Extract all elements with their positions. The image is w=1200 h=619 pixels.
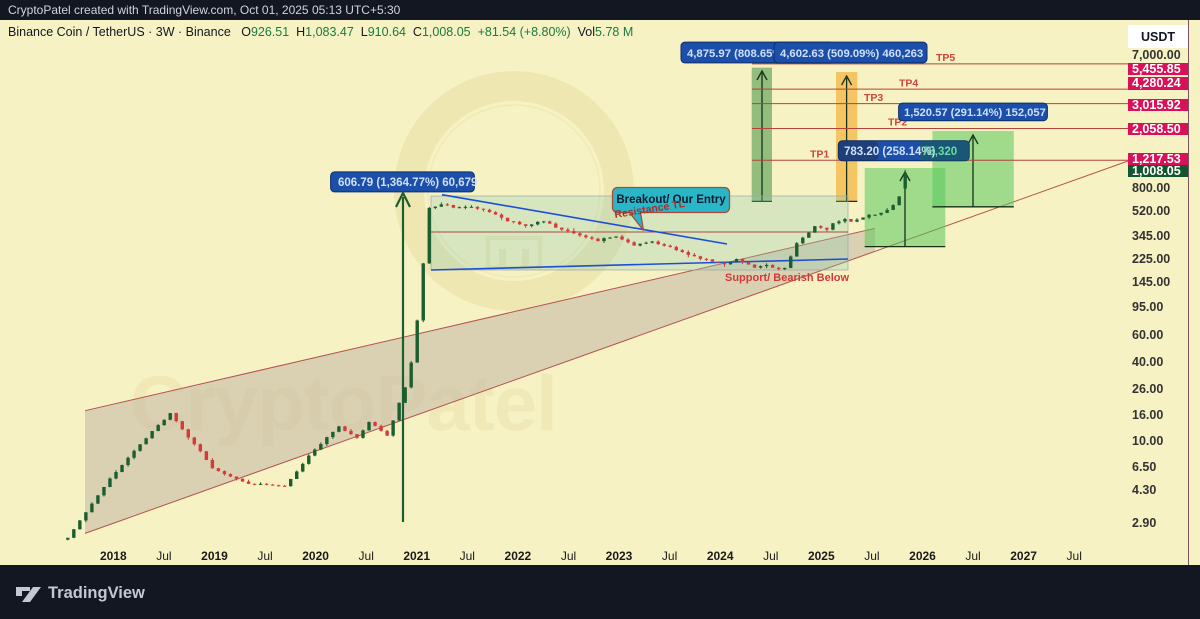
svg-text:TP5: TP5 bbox=[936, 52, 955, 64]
svg-text:606.79 (1,364.77%) 60,679: 606.79 (1,364.77%) 60,679 bbox=[338, 177, 477, 189]
svg-text:78,320: 78,320 bbox=[922, 146, 957, 158]
svg-text:TP3: TP3 bbox=[864, 92, 883, 104]
svg-text:TP4: TP4 bbox=[899, 78, 918, 90]
svg-text:TP1: TP1 bbox=[810, 149, 829, 161]
svg-text:4,602.63 (509.09%) 460,263: 4,602.63 (509.09%) 460,263 bbox=[780, 48, 923, 60]
svg-text:1,520.57 (291.14%) 152,057: 1,520.57 (291.14%) 152,057 bbox=[904, 107, 1046, 119]
svg-text:Support/ Bearish Below: Support/ Bearish Below bbox=[725, 272, 850, 284]
